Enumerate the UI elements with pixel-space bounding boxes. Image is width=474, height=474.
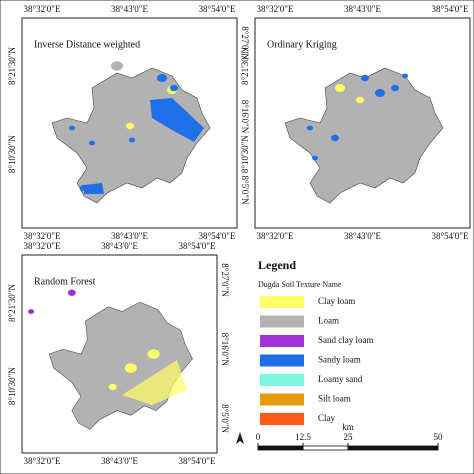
legend-swatch <box>260 354 304 367</box>
soil-patch <box>170 84 178 92</box>
latitude-label: 8°16'0"N <box>240 100 250 134</box>
soil-patch <box>307 125 313 131</box>
legend: Legend Dugda Soil Texture Name Clay loam… <box>258 258 374 425</box>
legend-swatch <box>260 393 304 406</box>
soil-patch <box>89 140 95 146</box>
panel-title: Ordinary Kriging <box>267 39 337 50</box>
map-panel: Random Forest 38°32'0"E 38°32'0"E 38°43'0"E… <box>7 241 230 466</box>
legend-label: Sandy loam <box>318 355 361 365</box>
soil-patch <box>126 122 134 130</box>
latitude-label: 8°21'30"N <box>240 47 250 85</box>
soil-patch <box>105 100 115 108</box>
legend-label: Sand clay loam <box>318 335 374 345</box>
legend-swatch <box>260 296 304 308</box>
scale-bar: km 0 12.5 25 50 <box>256 422 444 451</box>
soil-patch <box>111 61 123 71</box>
soil-patch <box>28 309 35 314</box>
legend-swatch <box>260 413 304 425</box>
soil-patch <box>69 125 75 131</box>
sandy-loam-zone <box>84 183 104 194</box>
soil-patch <box>361 74 369 82</box>
sandy-loam-zone <box>150 98 204 142</box>
north-arrow <box>236 432 244 444</box>
scale-segment <box>302 445 349 451</box>
soil-patch <box>356 96 364 104</box>
latitude-label: 8°5'0"N <box>240 176 250 205</box>
longitude-label: 38°43'0"E <box>344 231 381 241</box>
map-panel: Inverse Distance weighted 38°32'0"E 38°32'… <box>7 4 250 241</box>
latitude-label: 8°5'0"N <box>220 404 230 433</box>
map-panel: Ordinary Kriging 38°32'0"E 38°32'0"E 38°43'… <box>240 4 474 241</box>
clay-loam-zone <box>122 360 187 405</box>
legend-swatch <box>260 315 304 328</box>
soil-patch <box>335 84 345 92</box>
longitude-label: 38°43'0"E <box>111 4 148 14</box>
legend-title: Legend <box>258 258 296 272</box>
latitude-label: 8°10'30"N <box>240 135 250 173</box>
scale-segment <box>347 445 439 451</box>
panels: Inverse Distance weighted38°32'0"E38°32'… <box>7 4 474 466</box>
soil-patch <box>312 155 318 161</box>
legend-label: Loamy sand <box>318 374 363 384</box>
soil-patch <box>67 289 76 296</box>
soil-patch <box>124 363 137 373</box>
panel-title: Random Forest <box>34 276 96 287</box>
longitude-label: 38°54'0"E <box>432 4 469 14</box>
latitude-label: 8°10'30"N <box>7 367 17 405</box>
longitude-label: 38°43'0"E <box>101 456 138 466</box>
soil-patch <box>108 383 117 391</box>
longitude-label: 38°32'0"E <box>257 4 294 14</box>
scale-label: 25 <box>344 432 354 442</box>
longitude-label: 38°54'0"E <box>432 231 469 241</box>
soil-patch <box>402 73 408 79</box>
longitude-label: 38°32'0"E <box>24 456 61 466</box>
scale-unit: km <box>342 422 354 432</box>
latitude-label: 8°21'30"N <box>7 284 17 322</box>
scale-segment <box>257 445 304 451</box>
scale-label: 12.5 <box>295 432 311 442</box>
longitude-label: 38°54'0"E <box>179 241 216 251</box>
latitude-label: 8°27'0"N <box>473 26 474 60</box>
longitude-label: 38°43'0"E <box>101 241 138 251</box>
latitude-label: 8°10'30"N <box>7 135 17 173</box>
soil-patch <box>391 84 399 92</box>
longitude-label: 38°32'0"E <box>24 231 61 241</box>
longitude-label: 38°43'0"E <box>344 4 381 14</box>
longitude-label: 38°32'0"E <box>257 231 294 241</box>
legend-label: Silt loam <box>318 394 351 404</box>
scale-label: 0 <box>256 432 261 442</box>
latitude-label: 8°5'0"N <box>473 176 474 205</box>
legend-swatch <box>260 335 304 347</box>
latitude-label: 8°16'0"N <box>220 333 230 367</box>
longitude-label: 38°54'0"E <box>199 4 236 14</box>
latitude-label: 8°21'30"N <box>7 47 17 85</box>
scale-label: 50 <box>434 432 444 442</box>
longitude-label: 38°54'0"E <box>199 231 236 241</box>
longitude-label: 38°54'0"E <box>179 456 216 466</box>
soil-patch <box>331 134 339 142</box>
longitude-label: 38°32'0"E <box>24 241 61 251</box>
longitude-label: 38°32'0"E <box>24 4 61 14</box>
legend-label: Loam <box>318 316 339 326</box>
latitude-label: 8°27'0"N <box>240 26 250 60</box>
legend-swatch <box>260 374 304 386</box>
soil-patch <box>147 349 160 359</box>
soil-patch <box>375 89 385 97</box>
longitude-label: 38°43'0"E <box>111 231 148 241</box>
latitude-label: 8°16'0"N <box>473 100 474 134</box>
soil-patch <box>157 74 167 82</box>
legend-label: Clay <box>318 413 335 423</box>
soil-patch <box>80 184 88 192</box>
legend-label: Clay loam <box>318 296 355 306</box>
latitude-label: 8°27'0"N <box>220 263 230 297</box>
soil-patch <box>129 137 135 143</box>
panel-title: Inverse Distance weighted <box>34 39 140 50</box>
legend-subtitle: Dugda Soil Texture Name <box>258 280 342 289</box>
